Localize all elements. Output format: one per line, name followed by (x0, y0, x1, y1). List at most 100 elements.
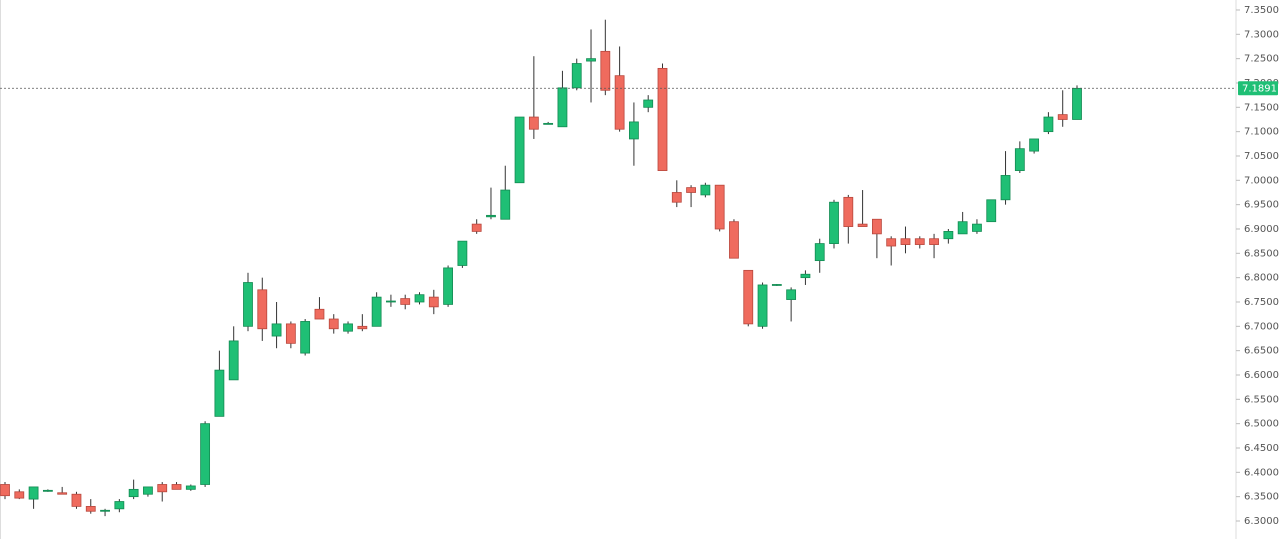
y-tick-label: 6.9500 (1244, 200, 1279, 211)
candle-body (371, 296, 382, 327)
candle-body (972, 223, 982, 232)
candle-body (314, 308, 325, 320)
candle-body (243, 282, 253, 327)
y-tick-label: 7.0000 (1244, 175, 1279, 186)
candle-body (1057, 114, 1068, 120)
candle-body (343, 323, 353, 332)
candle-body (57, 492, 68, 495)
candle-body (285, 323, 296, 344)
candle-body (857, 223, 868, 227)
candle-body (686, 187, 696, 193)
candle-body (914, 238, 925, 245)
y-tick-label: 7.1500 (1244, 102, 1279, 113)
y-tick-label: 6.3500 (1244, 492, 1279, 503)
candle-body (671, 192, 682, 203)
candle-body (428, 296, 439, 308)
candle-body (400, 298, 411, 305)
candle-body (757, 284, 768, 327)
candle-body (629, 121, 639, 140)
candle-body (986, 199, 997, 223)
candle-body (657, 67, 668, 171)
y-tick-label: 6.3000 (1244, 516, 1279, 527)
candle-body (543, 122, 554, 125)
candle-body (414, 294, 425, 303)
y-tick-label: 7.1000 (1244, 127, 1279, 138)
y-tick-label: 7.2500 (1244, 54, 1279, 65)
candle-body (829, 201, 839, 244)
y-tick-label: 6.8500 (1244, 248, 1279, 259)
candle-body (71, 493, 82, 507)
candle-body (185, 485, 196, 490)
candle-body (729, 221, 739, 259)
candle-body (443, 267, 453, 305)
candle-body (786, 289, 797, 300)
candle-body (943, 231, 954, 240)
candle-body (257, 289, 268, 330)
candle-body (300, 321, 311, 354)
candle-body (28, 486, 39, 500)
candle-body (557, 87, 568, 128)
candle-body (1000, 175, 1011, 201)
candle-body (600, 50, 611, 91)
y-tick-label: 6.4000 (1244, 467, 1279, 478)
candle-body (929, 238, 939, 245)
candle-body (386, 300, 396, 303)
candle-body (514, 116, 525, 184)
y-tick-label: 6.6000 (1244, 370, 1279, 381)
candle-body (143, 486, 153, 495)
candle-body (171, 484, 182, 490)
y-tick-label: 6.6500 (1244, 346, 1279, 357)
candle-body (200, 423, 211, 485)
candle-body (900, 238, 911, 245)
candle-body (700, 184, 711, 196)
y-tick-label: 6.5500 (1244, 394, 1279, 405)
candle-body (1029, 138, 1040, 152)
candle-body (1014, 148, 1025, 171)
candle-body (457, 240, 468, 266)
candle-body (214, 369, 225, 417)
last-price-box (1238, 81, 1278, 96)
candle-body (0, 484, 10, 497)
candle-body (357, 325, 368, 330)
candle-body (157, 484, 168, 493)
y-tick-label: 7.3000 (1244, 29, 1279, 40)
candle-body (871, 218, 882, 235)
candle-body (843, 196, 854, 227)
candle-body (85, 505, 96, 512)
y-tick-label: 6.5000 (1244, 419, 1279, 430)
candle-body (771, 284, 782, 286)
candle-body (471, 223, 482, 232)
candle-body (1072, 87, 1082, 120)
candle-body (486, 214, 496, 218)
y-tick-label: 6.7000 (1244, 321, 1279, 332)
candle-body (528, 116, 539, 130)
candle-body (814, 243, 825, 262)
candle-body (500, 189, 511, 220)
candle-body (1043, 116, 1054, 133)
candle-body (743, 269, 754, 325)
y-tick-label: 7.0500 (1244, 151, 1279, 162)
candle-body (714, 184, 725, 230)
candle-body (42, 489, 53, 492)
candle-body (128, 488, 139, 498)
y-tick-label: 6.9000 (1244, 224, 1279, 235)
candle-body (228, 340, 239, 381)
last-price-label: 7.1891 (1242, 83, 1277, 94)
candle-body (886, 238, 897, 247)
candle-body (957, 221, 968, 235)
y-tick-label: 6.4500 (1244, 443, 1279, 454)
candle-body (614, 75, 625, 130)
y-tick-label: 6.7500 (1244, 297, 1279, 308)
candle-body (271, 323, 282, 337)
candle-body (114, 501, 125, 510)
candle-body (586, 58, 596, 62)
y-tick-label: 6.8000 (1244, 273, 1279, 284)
candle-body (100, 509, 110, 512)
candle-body (800, 273, 811, 279)
y-tick-label: 7.3500 (1244, 5, 1279, 16)
candle-body (571, 63, 582, 89)
candle-body (328, 318, 339, 330)
candle-body (14, 491, 25, 499)
candle-body (643, 99, 654, 108)
